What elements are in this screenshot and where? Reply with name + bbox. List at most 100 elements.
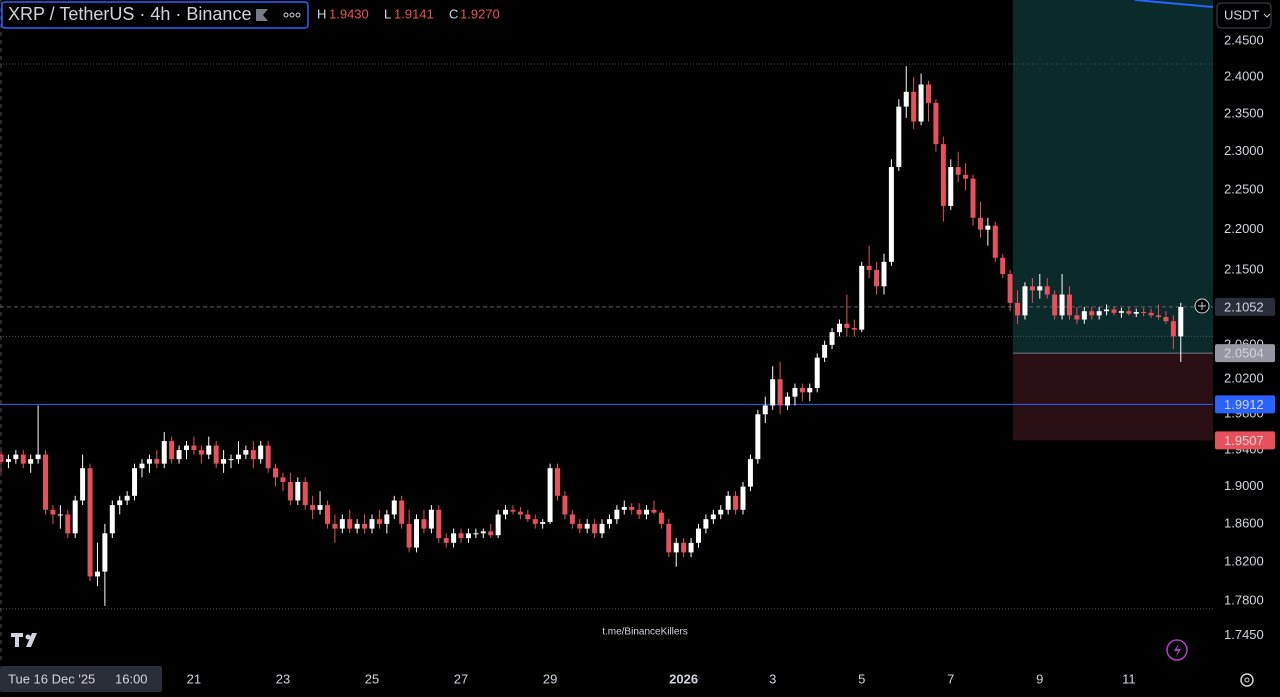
- position-target-zone: [1013, 0, 1213, 354]
- candle-body: [503, 509, 509, 515]
- y-tick-label: 1.9000: [1224, 478, 1264, 493]
- candle-body: [584, 523, 590, 529]
- candle-body: [755, 414, 761, 460]
- x-tick-label: 29: [543, 671, 557, 686]
- currency-label: USDT: [1224, 7, 1259, 22]
- candle-body: [406, 523, 412, 548]
- candle-body: [636, 509, 642, 515]
- candle-body: [102, 533, 108, 572]
- candle-body: [206, 445, 212, 455]
- candle-body: [495, 514, 501, 536]
- legend-label: H: [317, 6, 326, 21]
- candle-body: [762, 405, 768, 415]
- candle-body: [421, 519, 427, 529]
- candle-body: [347, 519, 353, 529]
- candle-body: [896, 106, 902, 168]
- settings-icon[interactable]: [1240, 673, 1254, 687]
- plot-area: [0, 0, 1213, 610]
- candle-body: [918, 84, 924, 122]
- x-tick-label: 5: [858, 671, 865, 686]
- candle-body: [629, 506, 635, 510]
- candle-body: [414, 519, 420, 548]
- candle-body: [317, 505, 323, 510]
- time-axis-bg: [0, 660, 1213, 697]
- candle-body: [235, 454, 241, 460]
- y-tick-label: 2.2500: [1224, 182, 1264, 197]
- candle-body: [814, 357, 820, 388]
- candle-body: [1104, 309, 1110, 312]
- y-tick-label: 2.1500: [1224, 261, 1264, 276]
- symbol-box[interactable]: [1, 1, 309, 29]
- candle-body: [161, 441, 167, 464]
- candle-body: [569, 514, 575, 524]
- y-tick-label: 2.4500: [1224, 32, 1264, 47]
- candle-body: [198, 450, 204, 455]
- candle-body: [5, 459, 11, 462]
- alert-icon[interactable]: [1166, 639, 1188, 661]
- candle-body: [785, 396, 791, 406]
- price-axis: 2.4500 2.4000 2.3500 2.3000 2.2500 2.2000 2.15…: [1213, 0, 1280, 697]
- crosshair-date-box: [0, 666, 162, 692]
- currency-button[interactable]: [1216, 2, 1272, 29]
- candle-body: [132, 468, 138, 496]
- legend-value: 1.9270: [460, 6, 500, 21]
- more-icon[interactable]: [283, 12, 301, 18]
- candle-body: [532, 519, 538, 524]
- candle-body: [35, 454, 41, 460]
- candle-body: [866, 265, 872, 270]
- candle-body: [651, 509, 657, 513]
- candle-body: [888, 167, 894, 262]
- candle-body: [859, 265, 865, 330]
- candle-body: [599, 523, 605, 534]
- candle-body: [703, 519, 709, 529]
- candle-body: [770, 379, 776, 406]
- candle-body: [1037, 286, 1043, 291]
- candle-body: [391, 500, 397, 515]
- add-icon: [1198, 302, 1206, 310]
- candle-body: [1052, 294, 1058, 316]
- price-tag-label: 1.9912: [1224, 397, 1264, 412]
- candle-body: [903, 91, 909, 107]
- candle-body: [1089, 311, 1095, 316]
- candle-body: [295, 481, 301, 501]
- legend-label: L: [384, 6, 391, 21]
- candle-body: [302, 481, 308, 506]
- flag-icon[interactable]: [256, 9, 268, 21]
- candle-body: [94, 571, 100, 577]
- candle-body: [428, 509, 434, 529]
- candle-body: [250, 450, 256, 460]
- candle-body: [540, 521, 546, 524]
- candle-body: [473, 533, 479, 535]
- price-tag: [1215, 344, 1275, 363]
- candle-body: [176, 450, 182, 460]
- candle-body: [384, 514, 390, 524]
- candle-body: [191, 445, 197, 451]
- candle-body: [948, 167, 954, 206]
- candle-body: [221, 459, 227, 464]
- x-tick-label: 27: [454, 671, 468, 686]
- candle-body: [213, 445, 219, 464]
- candle-body: [280, 477, 286, 482]
- candle-body: [1007, 274, 1013, 303]
- legend-label: C: [449, 6, 458, 21]
- candle-body: [117, 500, 123, 506]
- candle-body: [1133, 312, 1139, 314]
- price-tag: [1215, 395, 1275, 414]
- candle-body: [488, 531, 494, 536]
- candle-body: [940, 144, 946, 206]
- candle-body: [80, 468, 86, 501]
- candle-body: [465, 533, 471, 539]
- candle-body: [1163, 317, 1169, 322]
- candle-body: [258, 445, 264, 460]
- candle-body: [881, 261, 887, 287]
- candle-body: [525, 514, 531, 520]
- candle-body: [287, 481, 293, 501]
- y-tick-label: 2.4000: [1224, 69, 1264, 84]
- trend-line: [1134, 0, 1214, 8]
- candle-body: [836, 323, 842, 333]
- candle-body: [740, 486, 746, 510]
- candle-body: [354, 523, 360, 529]
- y-tick-label: 2.3500: [1224, 105, 1264, 120]
